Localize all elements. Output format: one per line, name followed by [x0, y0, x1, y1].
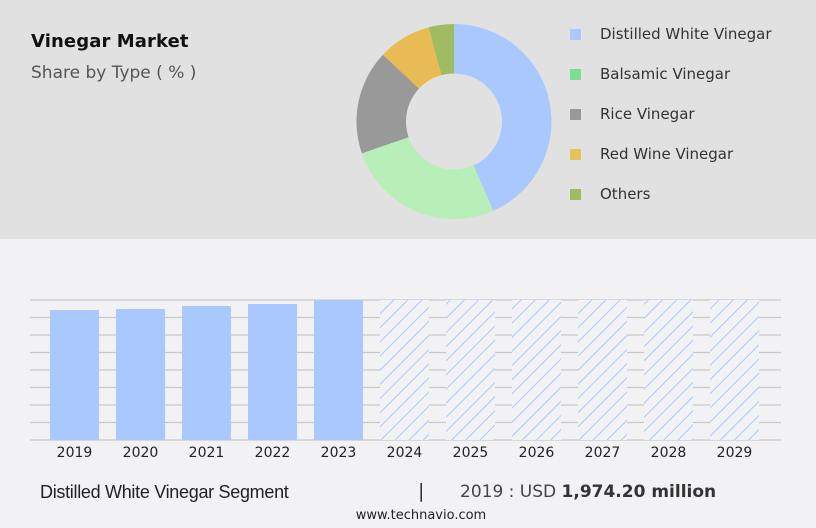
x-tick-label: 2019: [56, 445, 93, 461]
source-url-text: www.technavio.com: [355, 508, 487, 523]
legend-item: Rice Vinegar: [570, 94, 772, 134]
x-tick-label: 2024: [386, 445, 423, 461]
legend-item: Others: [570, 174, 772, 214]
forecast-bar-2027: [578, 300, 627, 440]
x-tick-label: 2026: [518, 445, 555, 461]
footer-separator: |: [418, 480, 425, 502]
x-tick-label: 2025: [452, 445, 489, 461]
donut-slice-distilled-white-vinegar: [454, 24, 552, 211]
donut-chart: [356, 24, 552, 220]
x-tick-label: 2029: [716, 445, 753, 461]
legend-swatch-icon: [570, 28, 581, 40]
legend-item: Distilled White Vinegar: [570, 14, 772, 54]
legend-label: Red Wine Vinegar: [600, 145, 734, 163]
legend-item: Red Wine Vinegar: [570, 134, 772, 174]
legend-swatch-icon: [570, 188, 581, 200]
legend-swatch-icon: [570, 148, 581, 160]
bar-chart: [30, 299, 781, 441]
x-tick-label: 2023: [320, 445, 357, 461]
legend-label: Others: [600, 185, 651, 203]
x-tick-label: 2022: [254, 445, 291, 461]
page-subtitle: Share by Type ( % ): [31, 63, 197, 83]
legend: Distilled White Vinegar Balsamic Vinegar R…: [570, 14, 772, 214]
segment-value: 2019 : USD 1,974.20 million: [460, 482, 716, 502]
x-tick-label: 2027: [584, 445, 621, 461]
source-url: www.technavio.com: [0, 508, 816, 523]
forecast-bar-2028: [644, 300, 693, 440]
forecast-bar-2029: [710, 300, 759, 440]
legend-swatch-icon: [570, 68, 581, 80]
donut-slice-red-wine-vinegar: [382, 27, 442, 89]
legend-label: Balsamic Vinegar: [600, 65, 731, 83]
x-tick-label: 2021: [188, 445, 225, 461]
bar-2022: [248, 304, 297, 440]
bar-2019: [50, 309, 99, 440]
forecast-bar-2024: [380, 300, 429, 440]
bar-2020: [116, 309, 165, 440]
x-tick-label: 2028: [650, 445, 687, 461]
legend-label: Distilled White Vinegar: [600, 25, 772, 43]
segment-value-prefix: 2019 : USD: [460, 482, 562, 502]
segment-label: Distilled White Vinegar Segment: [40, 482, 289, 502]
bar-2023: [314, 300, 363, 440]
page-title: Vinegar Market: [31, 31, 189, 52]
forecast-bar-2025: [446, 300, 495, 440]
bar-2021: [182, 305, 231, 440]
legend-label: Rice Vinegar: [600, 105, 695, 123]
segment-value-amount: 1,974.20 million: [561, 482, 717, 502]
legend-item: Balsamic Vinegar: [570, 54, 772, 94]
forecast-bar-2026: [512, 300, 561, 440]
donut-slice-rice-vinegar: [356, 54, 420, 154]
donut-slice-balsamic-vinegar: [361, 137, 494, 220]
x-tick-label: 2020: [122, 445, 159, 461]
donut-slice-others: [428, 24, 454, 76]
legend-swatch-icon: [570, 108, 581, 120]
